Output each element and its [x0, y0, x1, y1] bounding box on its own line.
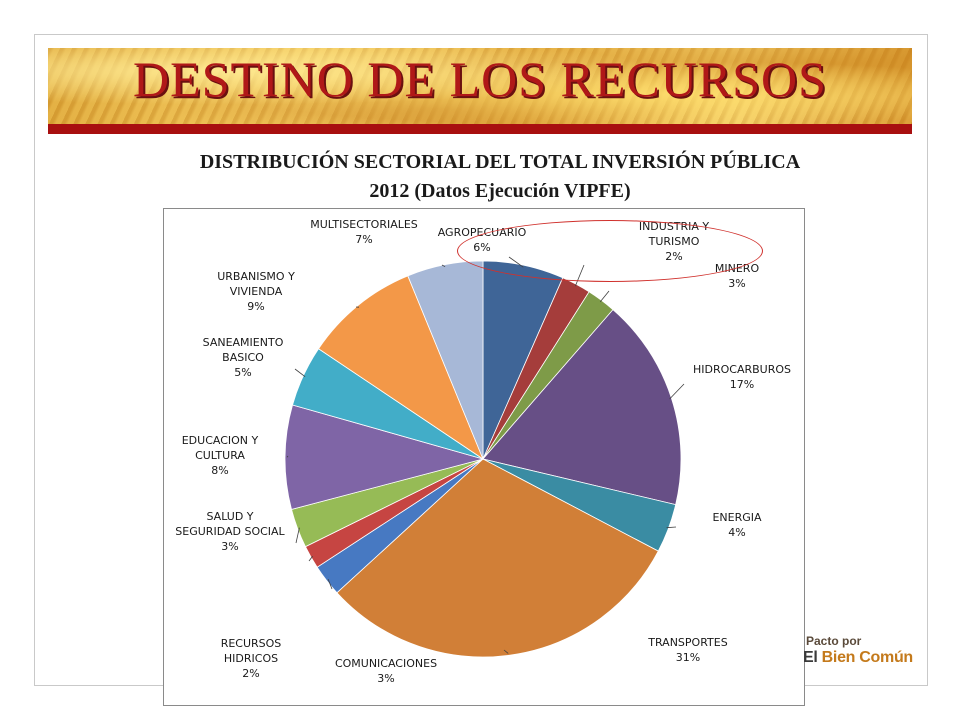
title-underline-bar — [48, 124, 912, 134]
slice-label: URBANISMO Y VIVIENDA 9% — [217, 270, 295, 313]
slice-label-line: MULTISECTORIALES — [310, 218, 418, 231]
slice-label: MULTISECTORIALES 7% — [310, 218, 418, 246]
logo-line-2b: Bien Común — [821, 649, 914, 666]
slice-label-line: TRANSPORTES — [647, 636, 727, 649]
slice-label: SANEAMIENTO BASICO 5% — [203, 336, 284, 379]
leader-line — [503, 649, 509, 654]
slice-label-line: URBANISMO Y — [217, 270, 295, 283]
slice-label-line: BASICO — [222, 351, 264, 364]
slice-percent: 5% — [234, 366, 251, 379]
slice-label: HIDROCARBUROS 17% — [693, 363, 791, 391]
slice-label-line: HIDRICOS — [224, 652, 278, 665]
chart-subtitle: DISTRIBUCIÓN SECTORIAL DEL TOTAL INVERSI… — [80, 148, 920, 206]
logo-line-2a: El — [803, 649, 822, 666]
slice-label-line: VIVIENDA — [230, 285, 283, 298]
leader-line — [286, 455, 289, 458]
slice-percent: 2% — [242, 667, 259, 680]
slice-label-line: COMUNICACIONES — [335, 657, 437, 670]
slice-label-line: SEGURIDAD SOCIAL — [175, 525, 285, 538]
slice-label-line: EDUCACION Y — [182, 434, 259, 447]
slice-percent: 17% — [730, 378, 754, 391]
slice-label: SALUD Y SEGURIDAD SOCIAL 3% — [175, 510, 285, 553]
leader-line — [327, 578, 333, 590]
pie-slice-transportes — [336, 458, 659, 658]
slice-label-line: HIDROCARBUROS — [693, 363, 791, 376]
slice-label-line: CULTURA — [195, 449, 245, 462]
highlight-ellipse — [457, 220, 763, 282]
slice-percent: 3% — [221, 540, 238, 553]
slice-label-line: SANEAMIENTO — [203, 336, 284, 349]
slice-label: COMUNICACIONES 3% — [335, 657, 437, 685]
leader-line — [441, 264, 446, 268]
pie-slice-urbanismo-y-vivienda — [317, 275, 484, 461]
slice-percent: 3% — [377, 672, 394, 685]
logo-line-1: Pacto por — [806, 634, 862, 648]
subtitle-line-1: DISTRIBUCIÓN SECTORIAL DEL TOTAL INVERSI… — [199, 151, 801, 173]
pie-slice-educacion-y-cultura — [284, 404, 485, 510]
slice-label: EDUCACION Y CULTURA 8% — [182, 434, 259, 477]
leader-line — [666, 526, 677, 529]
leader-line — [295, 527, 300, 544]
slide-title: DESTINO DE LOS RECURSOS — [133, 51, 827, 107]
pie-slice-hidrocarburos — [482, 309, 682, 506]
subtitle-line-2: 2012 (Datos Ejecución VIPFE) — [369, 180, 631, 202]
leader-line — [308, 555, 314, 562]
pie-chart-svg: AGROPECUARIO 6%INDUSTRIA Y TURISMO 2%MINERO… — [175, 218, 791, 685]
slice-percent: 31% — [676, 651, 700, 664]
leader-line — [669, 383, 685, 400]
slice-percent: 4% — [728, 526, 745, 539]
slice-percent: 7% — [355, 233, 372, 246]
slice-label-line: ENERGIA — [712, 511, 762, 524]
pacto-por-el-bien-comun-logo: Pacto por El Bien Común — [803, 634, 923, 674]
slice-label: RECURSOS HIDRICOS 2% — [221, 637, 282, 680]
slice-label-line: RECURSOS — [221, 637, 282, 650]
slice-label: ENERGIA 4% — [712, 511, 762, 539]
slice-percent: 9% — [247, 300, 264, 313]
logo-line-2: El Bien Común — [803, 649, 913, 667]
slice-percent: 3% — [728, 277, 745, 290]
leader-line — [599, 290, 610, 303]
title-banner — [48, 48, 912, 124]
pie-chart: AGROPECUARIO 6% INDUSTRIA Y TURISMO 2% MINERO… — [163, 208, 805, 706]
slice-percent: 8% — [211, 464, 228, 477]
slice-label-line: SALUD Y — [206, 510, 253, 523]
leader-line — [294, 368, 306, 378]
slice-label: TRANSPORTES 31% — [647, 636, 727, 664]
